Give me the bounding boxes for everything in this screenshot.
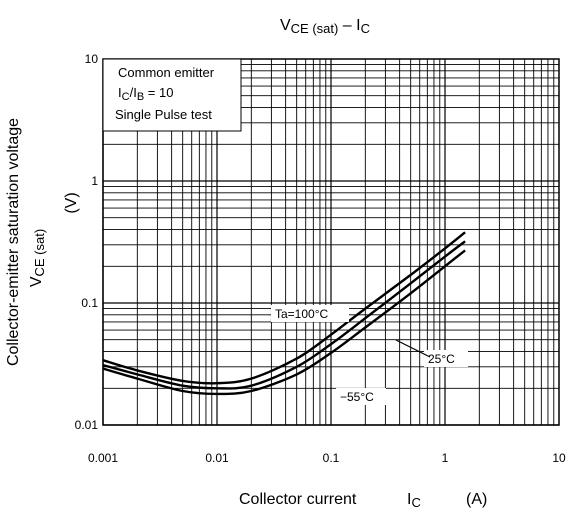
y-tick-label: 10 (85, 52, 99, 66)
series-annotations: Ta=100°C 25°C −55°C (271, 305, 468, 405)
leader-line-25c (395, 339, 431, 358)
title-i: I (356, 17, 360, 34)
title-i-sub: C (361, 21, 370, 36)
series-label-100c: Ta=100°C (275, 307, 329, 321)
x-tick-label: 0.001 (88, 451, 118, 465)
y-tick-label: 0.01 (75, 418, 99, 432)
title-sep: – (338, 17, 356, 34)
chart-title: VCE (sat) – IC (280, 17, 370, 36)
title-v: V (280, 17, 291, 34)
conditions-box-frame (102, 58, 242, 132)
condition-line2: IC/IB = 10 (118, 85, 173, 103)
condition-ic-sub: C (122, 91, 130, 103)
x-axis-symbol: I (407, 491, 411, 508)
x-axis-text: Collector current (239, 491, 357, 508)
y-tick-label: 1 (91, 174, 98, 188)
title-v-sub: CE (sat) (291, 21, 339, 36)
y-tick-label: 0.1 (81, 296, 98, 310)
series-label-25c-bg (424, 350, 468, 367)
x-axis-label: Collector current IC (A) (239, 491, 487, 510)
plot-frame (102, 58, 560, 426)
curves (102, 231, 466, 396)
x-axis-symbol-sub: C (411, 495, 420, 510)
series-label-100c-bg (271, 305, 349, 322)
series-line-1 (102, 240, 466, 390)
series-line-2 (102, 249, 466, 396)
conditions-box: Common emitter IC/IB = 10 Single Pulse t… (102, 58, 242, 132)
y-axis-sym: V (28, 276, 45, 287)
x-tick-label: 0.01 (205, 451, 229, 465)
y-axis-line2: VCE (sat) (28, 229, 47, 287)
x-tick-label: 1 (442, 451, 449, 465)
series-label-25c: 25°C (428, 352, 455, 366)
condition-ib-sub: B (137, 91, 144, 103)
condition-line3: Single Pulse test (115, 107, 212, 122)
x-tick-label: 0.1 (323, 451, 340, 465)
y-axis-sym-sub: CE (sat) (32, 229, 47, 277)
y-axis-label: Collector-emitter saturation voltage VCE… (5, 118, 80, 366)
condition-line1: Common emitter (118, 65, 215, 80)
y-axis-line1: Collector-emitter saturation voltage (5, 118, 22, 366)
condition-ratio: = 10 (144, 85, 173, 100)
tick-labels: 0.001 0.01 0.1 1 10 0.01 0.1 1 10 (75, 52, 566, 465)
series-line-0 (102, 231, 466, 385)
y-axis-unit: (V) (63, 192, 80, 213)
x-tick-label: 10 (552, 451, 566, 465)
condition-ic: I (118, 85, 122, 100)
series-label-minus55c-bg (336, 388, 386, 405)
x-axis-unit: (A) (466, 491, 487, 508)
series-label-minus55c: −55°C (340, 390, 374, 404)
condition-ib: /I (130, 85, 137, 100)
